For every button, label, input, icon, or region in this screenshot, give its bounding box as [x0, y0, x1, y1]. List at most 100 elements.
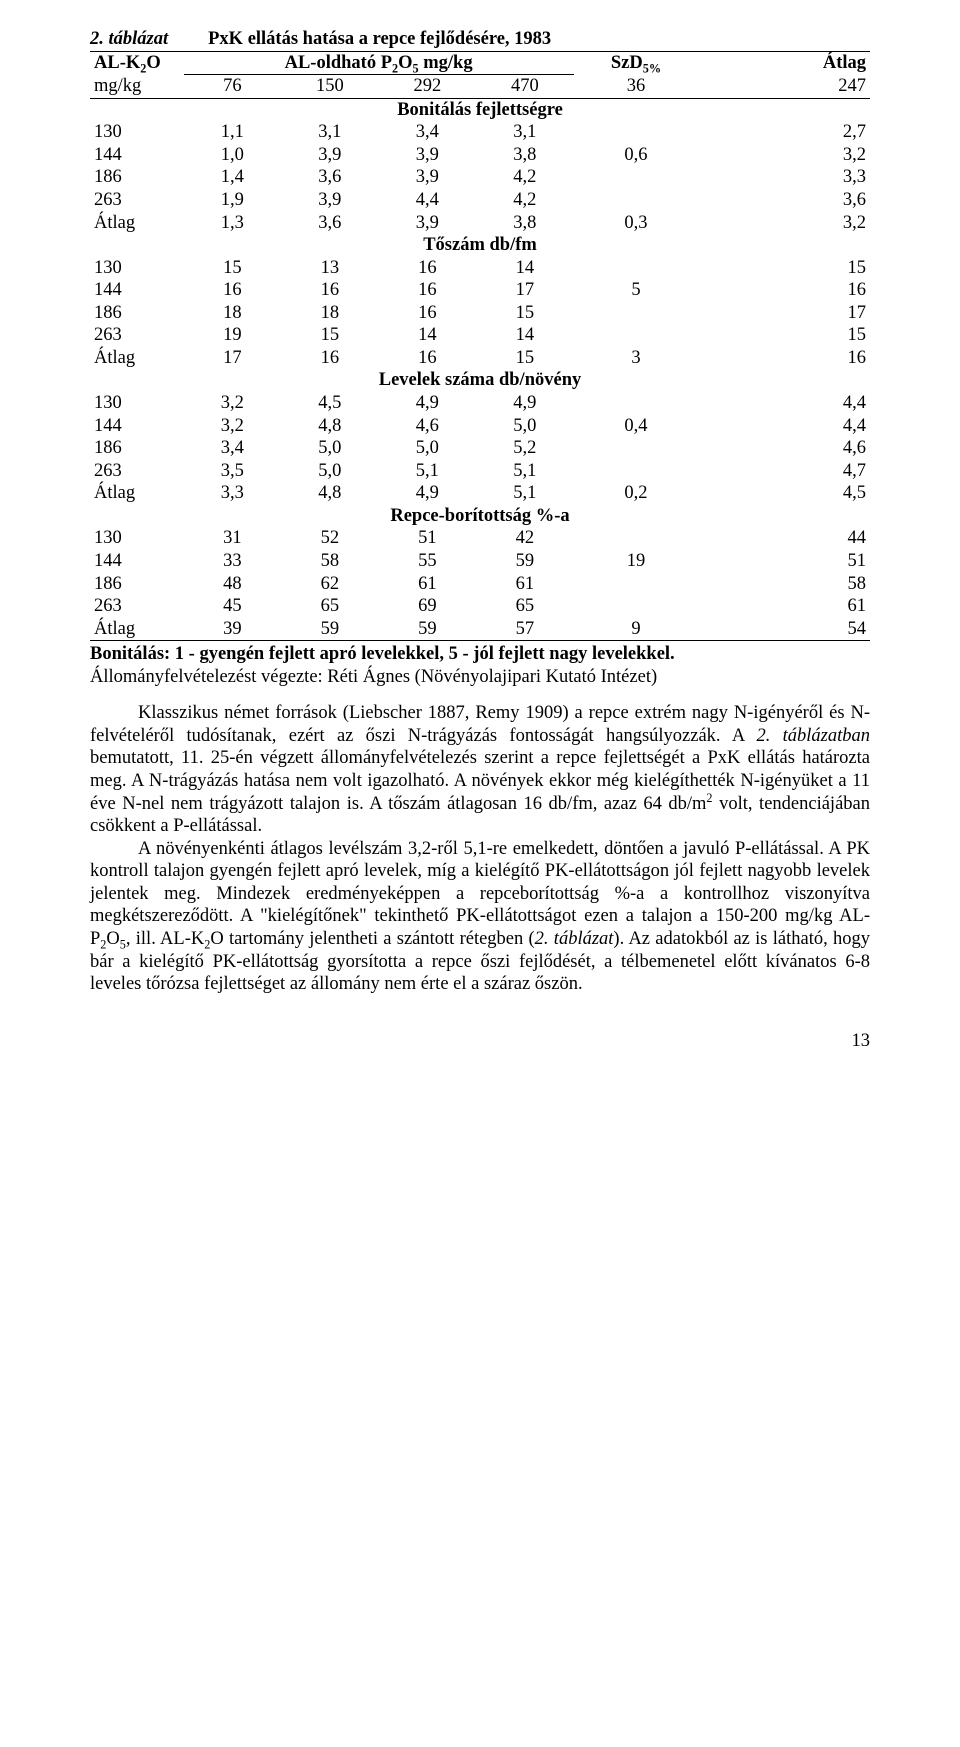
table-row: 1301,13,13,43,12,7: [90, 121, 870, 144]
cell: 4,4: [698, 415, 870, 438]
cell: 4,9: [379, 392, 477, 415]
cell: [574, 573, 699, 596]
cell: 3,2: [184, 392, 282, 415]
cell: 3,9: [379, 166, 477, 189]
cell: 61: [476, 573, 574, 596]
cell: [574, 189, 699, 212]
cell: 3,4: [379, 121, 477, 144]
cell: 48: [184, 573, 282, 596]
row-key: 130: [90, 121, 184, 144]
row-key: 186: [90, 437, 184, 460]
row-key: 263: [90, 324, 184, 347]
cell: [574, 302, 699, 325]
cell: 3,8: [476, 212, 574, 235]
row-key: 130: [90, 392, 184, 415]
cell: 3,9: [379, 212, 477, 235]
section-header: Bonitálás fejlettségre: [90, 98, 870, 121]
section-header: Levelek száma db/növény: [90, 369, 870, 392]
cell: 15: [281, 324, 379, 347]
col-subheader-szd: 36: [574, 75, 699, 99]
cell: 15: [476, 302, 574, 325]
cell: 17: [698, 302, 870, 325]
table-footnote-1: Bonitálás: 1 - gyengén fejlett apró leve…: [90, 643, 870, 666]
cell: 31: [184, 527, 282, 550]
cell: 15: [698, 324, 870, 347]
cell: 18: [184, 302, 282, 325]
table-row: 1441,03,93,93,80,63,2: [90, 144, 870, 167]
cell: 51: [379, 527, 477, 550]
cell: 4,9: [476, 392, 574, 415]
cell: 33: [184, 550, 282, 573]
cell: 16: [379, 257, 477, 280]
data-table: AL-K2OAL-oldható P2O5 mg/kgSzD5%Átlagmg/…: [90, 51, 870, 642]
cell: 16: [698, 279, 870, 302]
cell: 0,4: [574, 415, 699, 438]
col-subheader-atlag: 247: [698, 75, 870, 99]
col-subheader-p3: 470: [476, 75, 574, 99]
page-number: 13: [90, 1030, 870, 1053]
cell: 58: [698, 573, 870, 596]
cell: 4,5: [281, 392, 379, 415]
row-key: 263: [90, 595, 184, 618]
cell: 0,3: [574, 212, 699, 235]
table-row: Átlag1,33,63,93,80,33,2: [90, 212, 870, 235]
cell: 15: [184, 257, 282, 280]
cell: 3,4: [184, 437, 282, 460]
cell: 13: [281, 257, 379, 280]
cell: 14: [476, 257, 574, 280]
cell: 4,6: [379, 415, 477, 438]
cell: [574, 527, 699, 550]
cell: 4,2: [476, 166, 574, 189]
cell: 16: [698, 347, 870, 370]
table-row: Átlag3,34,84,95,10,24,5: [90, 482, 870, 505]
paragraph-text: Klasszikus német források (Liebscher 188…: [90, 703, 870, 836]
section-label: Tőszám db/fm: [90, 234, 870, 257]
cell: 3,5: [184, 460, 282, 483]
cell: 4,8: [281, 415, 379, 438]
cell: 3,2: [698, 144, 870, 167]
row-key: 144: [90, 279, 184, 302]
cell: 45: [184, 595, 282, 618]
cell: 4,6: [698, 437, 870, 460]
col-subheader-p1: 150: [281, 75, 379, 99]
row-key: Átlag: [90, 212, 184, 235]
cell: 0,2: [574, 482, 699, 505]
table-row: 1863,45,05,05,24,6: [90, 437, 870, 460]
cell: [574, 392, 699, 415]
cell: 16: [281, 347, 379, 370]
cell: 57: [476, 618, 574, 641]
cell: 16: [379, 279, 477, 302]
col-subheader-p0: 76: [184, 75, 282, 99]
cell: 3,6: [281, 212, 379, 235]
cell: 59: [476, 550, 574, 573]
cell: 4,5: [698, 482, 870, 505]
cell: 16: [379, 347, 477, 370]
cell: [574, 166, 699, 189]
cell: 16: [184, 279, 282, 302]
table-row: 144335855591951: [90, 550, 870, 573]
cell: 15: [698, 257, 870, 280]
cell: 14: [476, 324, 574, 347]
body-paragraph-1: Klasszikus német források (Liebscher 188…: [90, 702, 870, 837]
cell: 4,4: [379, 189, 477, 212]
cell: 5,0: [281, 437, 379, 460]
cell: 5: [574, 279, 699, 302]
cell: 52: [281, 527, 379, 550]
col-header-atlag: Átlag: [698, 51, 870, 75]
table-row: 1861,43,63,94,23,3: [90, 166, 870, 189]
row-key: Átlag: [90, 347, 184, 370]
col-header-k2o: AL-K2O: [90, 51, 184, 75]
cell: 14: [379, 324, 477, 347]
cell: 4,8: [281, 482, 379, 505]
cell: [574, 595, 699, 618]
cell: 4,2: [476, 189, 574, 212]
cell: 4,7: [698, 460, 870, 483]
cell: 61: [698, 595, 870, 618]
cell: 18: [281, 302, 379, 325]
section-label: Bonitálás fejlettségre: [90, 98, 870, 121]
table-row: 14416161617516: [90, 279, 870, 302]
cell: 62: [281, 573, 379, 596]
cell: 4,4: [698, 392, 870, 415]
table-row: 1864862616158: [90, 573, 870, 596]
col-subheader-p2: 292: [379, 75, 477, 99]
